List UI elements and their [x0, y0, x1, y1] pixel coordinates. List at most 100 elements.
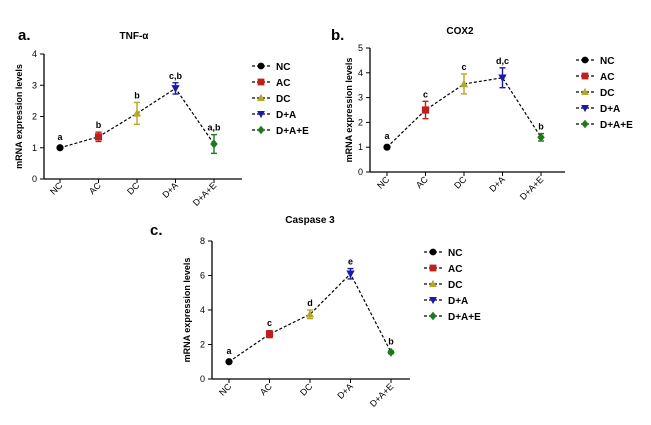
legend-marker	[429, 296, 437, 305]
x-tick-label: D+A	[160, 180, 180, 200]
legend-label: NC	[276, 62, 290, 73]
y-tick-label: 5	[358, 43, 363, 53]
legend-label: D+A+E	[448, 312, 481, 323]
legend-marker	[581, 119, 589, 129]
legend-marker	[581, 104, 589, 113]
y-tick-label: 6	[200, 271, 205, 281]
data-point-d-a	[498, 74, 507, 83]
panel-label: a.	[18, 27, 31, 44]
legend-label: AC	[276, 78, 290, 89]
legend-marker	[581, 87, 589, 96]
y-tick-label: 1	[32, 143, 37, 153]
significance-label: d	[307, 298, 313, 308]
y-tick-label: 2	[200, 340, 205, 350]
significance-label: a	[57, 132, 63, 142]
x-tick-label: D+A+E	[191, 180, 219, 208]
legend-marker	[429, 264, 437, 272]
legend-item: NC	[424, 248, 462, 259]
x-tick-label: NC	[48, 180, 65, 197]
legend-item: AC	[576, 72, 614, 83]
y-tick-label: 4	[200, 305, 205, 315]
y-tick-label: 0	[200, 374, 205, 384]
legend-item: D+A+E	[252, 125, 309, 137]
legend-marker	[257, 110, 265, 119]
y-tick-label: 2	[358, 117, 363, 127]
legend-marker	[257, 93, 265, 102]
significance-label: b	[96, 120, 102, 130]
legend-marker	[429, 248, 437, 256]
legend-marker	[257, 78, 265, 86]
y-tick-label: 1	[358, 142, 363, 152]
panel-label: c.	[150, 222, 163, 239]
x-tick-label: D+A	[487, 174, 507, 194]
y-tick-label: 3	[32, 80, 37, 90]
x-tick-label: DC	[452, 174, 469, 191]
legend-label: D+A	[276, 110, 296, 121]
legend-label: D+A+E	[276, 126, 309, 137]
significance-label: b	[134, 90, 140, 100]
x-tick-label: DC	[125, 180, 142, 197]
legend-item: D+A+E	[576, 119, 633, 131]
y-axis-label: mRNA expression levels	[344, 58, 354, 163]
data-point-dc	[459, 79, 469, 88]
significance-label: c	[461, 62, 466, 72]
y-tick-label: 8	[200, 236, 205, 246]
legend-label: DC	[276, 94, 290, 105]
x-tick-label: NC	[217, 381, 234, 398]
legend-label: AC	[448, 264, 462, 275]
chart-panel-b: b. COX2 mRNA expression levels 0 1 2 3 4 5 NC AC DC…	[331, 26, 633, 202]
legend-item: DC	[424, 279, 462, 291]
data-point-d-a-e	[387, 347, 395, 357]
legend-item: DC	[252, 93, 290, 105]
data-point-ac	[94, 133, 103, 141]
legend-marker	[257, 62, 265, 70]
significance-label: a	[226, 346, 232, 356]
legend-label: D+A	[448, 296, 468, 307]
legend-item: D+A	[424, 296, 468, 307]
chart-title: COX2	[446, 26, 474, 37]
legend-item: NC	[576, 56, 614, 67]
significance-label: a	[384, 131, 390, 141]
legend-label: AC	[600, 72, 614, 83]
x-tick-label: D+A+E	[518, 174, 546, 202]
chart-panel-c: c. Caspase 3 mRNA expression levels 0 2 4 6 8 NC…	[150, 215, 481, 409]
significance-label: e	[348, 257, 353, 267]
data-point-ac	[421, 106, 430, 114]
legend-label: NC	[600, 56, 614, 67]
legend-marker	[429, 279, 437, 288]
data-point-nc	[56, 144, 64, 152]
significance-label: d,c	[496, 56, 509, 66]
y-tick-label: 4	[32, 49, 37, 59]
y-tick-label: 4	[358, 68, 363, 78]
legend-item: AC	[252, 78, 290, 89]
legend-item: D+A+E	[424, 311, 481, 323]
data-point-ac	[265, 330, 274, 338]
legend-label: NC	[448, 248, 462, 259]
significance-label: c	[423, 89, 428, 99]
legend-item: NC	[252, 62, 290, 73]
data-point-d-a-e	[537, 132, 545, 142]
significance-label: c,b	[169, 71, 183, 81]
significance-label: c	[267, 318, 272, 328]
y-tick-label: 0	[32, 174, 37, 184]
x-tick-label: D+A+E	[368, 381, 396, 409]
legend-marker	[581, 56, 589, 64]
y-tick-label: 3	[358, 93, 363, 103]
legend-item: DC	[576, 87, 614, 99]
panel-label: b.	[331, 27, 344, 44]
data-point-d-a	[346, 270, 355, 279]
x-tick-label: AC	[414, 174, 430, 190]
chart-panel-a: a. TNF-α mRNA expression levels 0 1 2 3 4 NC AC DC…	[14, 27, 309, 208]
data-point-dc	[132, 109, 142, 117]
significance-label: a,b	[207, 123, 221, 133]
legend-marker	[429, 311, 437, 321]
series-line	[228, 272, 392, 363]
legend-item: D+A	[576, 104, 620, 115]
data-point-dc	[305, 309, 315, 318]
data-point-d-a	[171, 85, 180, 93]
x-tick-label: D+A	[335, 381, 355, 401]
legend-label: D+A	[600, 104, 620, 115]
x-tick-label: DC	[298, 381, 315, 398]
x-tick-label: AC	[258, 381, 274, 397]
